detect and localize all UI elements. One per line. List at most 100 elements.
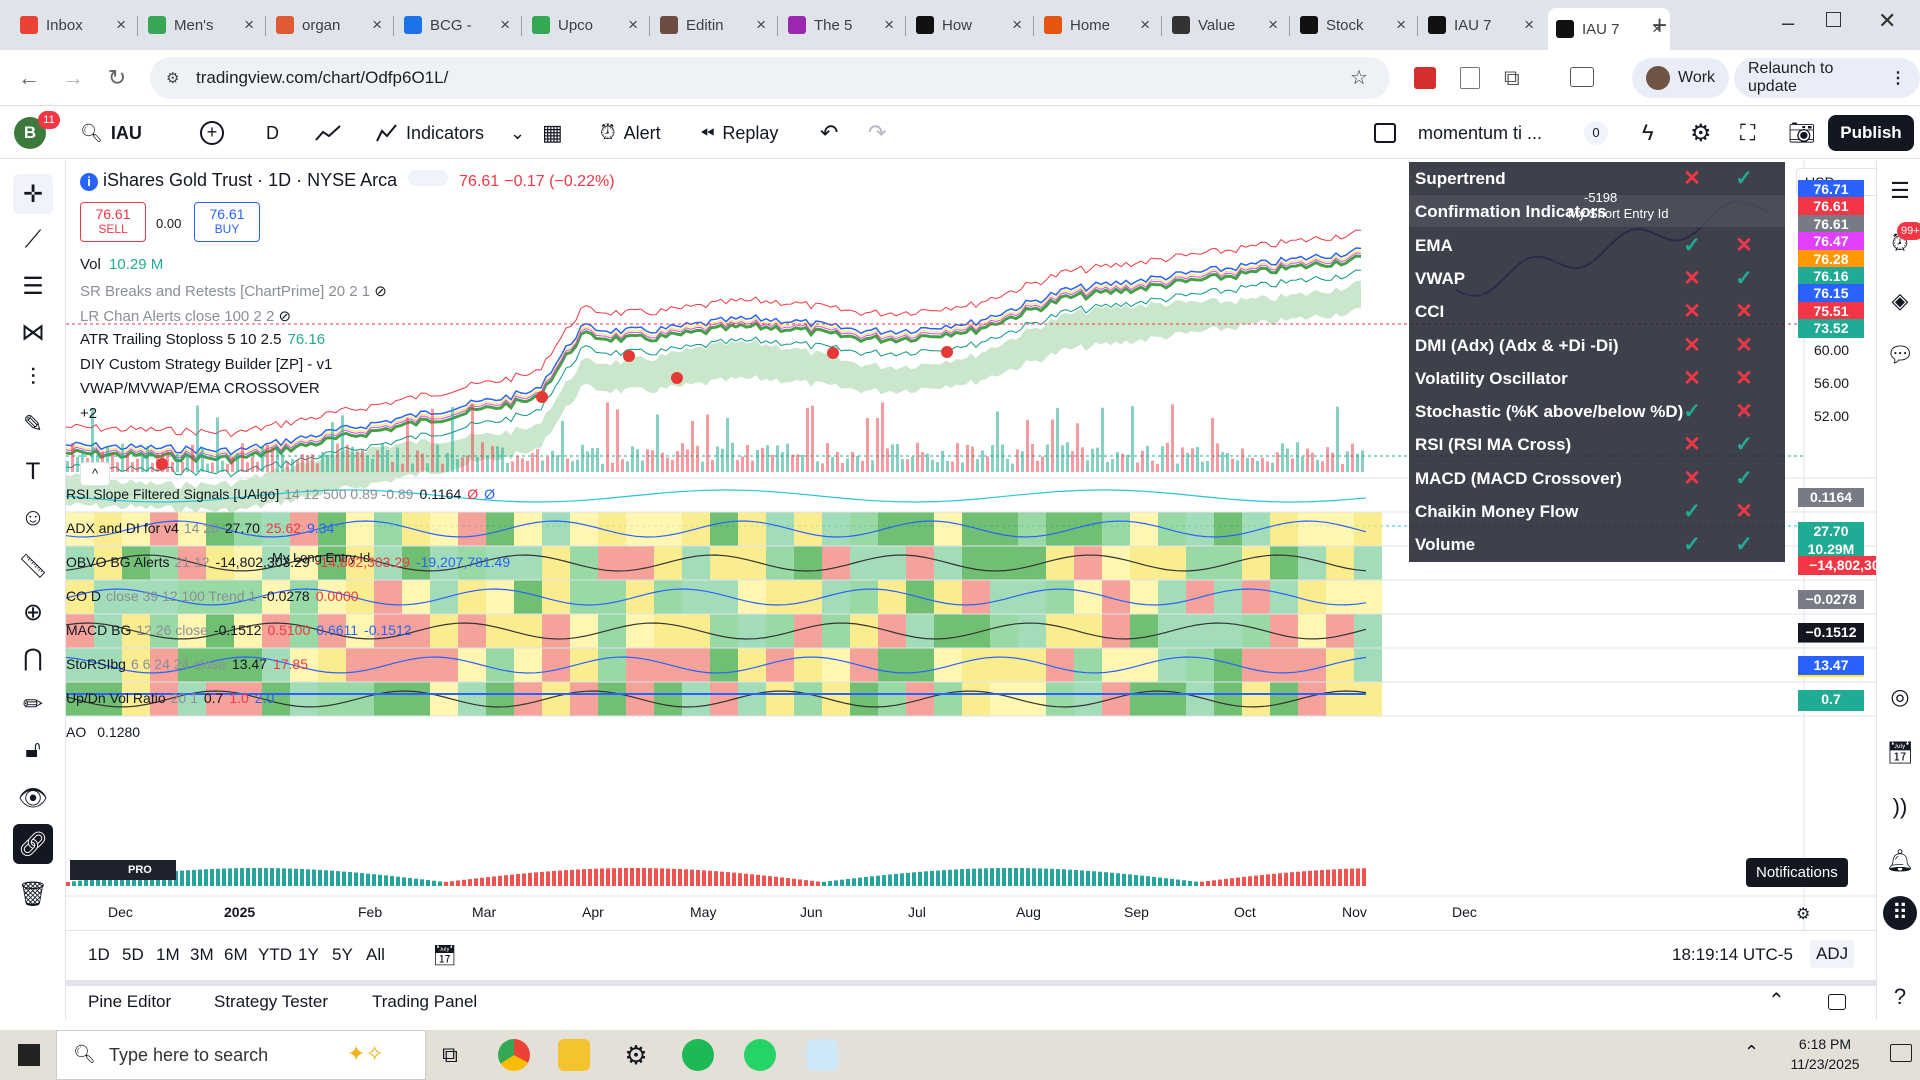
tab-close-icon[interactable]: × xyxy=(1652,19,1662,38)
tab-close-icon[interactable]: × xyxy=(372,15,382,34)
chart-area[interactable]: i iShares Gold Trust · 1D · NYSE Arca 76… xyxy=(66,160,1876,930)
link-icon[interactable]: 🔗︎ xyxy=(13,824,53,864)
spotify-icon[interactable] xyxy=(682,1039,714,1071)
replay-button[interactable]: ⏪︎ Replay xyxy=(700,107,778,159)
maximize-button[interactable] xyxy=(1826,12,1841,27)
stream-icon[interactable]: )) xyxy=(1892,794,1908,819)
notification-center-icon[interactable] xyxy=(1890,1044,1912,1062)
tab-close-icon[interactable]: × xyxy=(244,15,254,34)
indicator-legend-item[interactable]: DIY Custom Strategy Builder [ZP] - v1 xyxy=(80,356,338,373)
indicator-templates-chevron[interactable]: ⌄ xyxy=(510,107,525,159)
crosshair-icon[interactable]: ✛ xyxy=(13,174,53,214)
tab-close-icon[interactable]: × xyxy=(1268,15,1278,34)
sell-button[interactable]: 76.61 SELL xyxy=(80,202,146,242)
tab-close-icon[interactable]: × xyxy=(756,15,766,34)
adj-button[interactable]: ADJ xyxy=(1810,940,1855,968)
ruler-icon[interactable]: 📏︎ xyxy=(17,552,49,580)
undo-button[interactable]: ↶ xyxy=(820,107,838,159)
lock-icon[interactable]: 🔓︎ xyxy=(25,736,41,763)
site-settings-icon[interactable]: ⚙ xyxy=(166,70,180,87)
whatsapp-icon[interactable] xyxy=(744,1039,776,1071)
symbol-legend[interactable]: i iShares Gold Trust · 1D · NYSE Arca 76… xyxy=(80,170,615,191)
layouts-grid-button[interactable]: ▦ xyxy=(542,107,563,159)
go-to-date-icon[interactable]: 📅︎ xyxy=(432,945,458,967)
forecast-icon[interactable]: ⫶ xyxy=(30,364,36,391)
axis-settings-icon[interactable]: ⚙ xyxy=(1796,906,1811,923)
tab-close-icon[interactable]: × xyxy=(884,15,894,34)
indicators-button[interactable]: Indicators xyxy=(376,107,484,159)
close-window-button[interactable]: ✕ xyxy=(1878,8,1897,33)
fullscreen-button[interactable]: ⛶ xyxy=(1740,107,1755,159)
pane-legend[interactable]: Up/Dn Vol Ratio 20 1 0.7 1.0 2.0 xyxy=(66,690,274,706)
pane-legend[interactable]: RSI Slope Filtered Signals [UAlgo] 14 12 … xyxy=(66,486,495,502)
range-button[interactable]: 6M xyxy=(224,945,248,964)
address-bar[interactable]: ⚙ tradingview.com/chart/Odfp6O1L/ ☆ xyxy=(150,57,1390,99)
trash-icon[interactable]: 🗑︎ xyxy=(17,880,49,908)
tray-chevron-icon[interactable]: ⌃ xyxy=(1744,1042,1760,1062)
browser-tab[interactable]: Value × xyxy=(1164,8,1286,42)
compare-symbol-button[interactable]: + xyxy=(200,107,224,159)
tab-close-icon[interactable]: × xyxy=(1012,15,1022,34)
pane-legend[interactable]: MACD BG 12 26 close -0.1512 0.5100 0.6611 -0.… xyxy=(66,622,412,638)
indicator-legend-item[interactable]: LR Chan Alerts close 100 2 2 ⊘ xyxy=(80,307,297,325)
publish-button[interactable]: Publish xyxy=(1828,115,1914,151)
trendline-icon[interactable]: ⟋ xyxy=(24,226,42,253)
paint-icon[interactable] xyxy=(806,1039,838,1071)
chart-canvas[interactable] xyxy=(66,160,1876,930)
chart-type-button[interactable] xyxy=(314,107,342,159)
task-view-icon[interactable]: ⧉ xyxy=(442,1042,458,1067)
settings-button[interactable]: ⚙ xyxy=(1690,107,1712,159)
volume-legend[interactable]: Vol 10.29 M xyxy=(80,256,163,273)
range-button[interactable]: 5Y xyxy=(332,945,353,964)
tab-close-icon[interactable]: × xyxy=(1396,15,1406,34)
pane-legend[interactable]: AO 0.1280 xyxy=(66,724,140,740)
layers-icon[interactable]: ◈ xyxy=(1891,288,1909,313)
browser-tab[interactable]: Stock × xyxy=(1292,8,1414,42)
back-icon[interactable]: ← xyxy=(18,65,40,90)
tab-close-icon[interactable]: × xyxy=(1140,15,1150,34)
range-button[interactable]: 1M xyxy=(156,945,180,964)
indicator-legend-item[interactable]: +2 xyxy=(80,405,103,422)
file-explorer-icon[interactable] xyxy=(558,1039,590,1071)
tab-close-icon[interactable]: × xyxy=(116,15,126,34)
extension-icon[interactable] xyxy=(1414,67,1436,89)
brush-icon[interactable]: ✎ xyxy=(22,410,44,438)
symbol-search[interactable]: 🔍︎ IAU xyxy=(80,107,142,159)
minimize-button[interactable]: – xyxy=(1782,10,1795,35)
redo-button[interactable]: ↷ xyxy=(868,107,886,159)
browser-tab[interactable]: organ × xyxy=(268,8,390,42)
reload-icon[interactable]: ↻ xyxy=(107,65,127,90)
windows-start-icon[interactable] xyxy=(18,1044,40,1066)
puzzle-icon[interactable]: ⧉ xyxy=(1504,65,1520,90)
browser-tab[interactable]: Men's × xyxy=(140,8,262,42)
browser-tab[interactable]: Inbox × xyxy=(12,8,134,42)
range-button[interactable]: 1D xyxy=(88,945,110,964)
tab-close-icon[interactable]: × xyxy=(1524,15,1534,34)
relaunch-button[interactable]: Relaunch to update ⋮ xyxy=(1734,58,1920,98)
notifications-bell-icon[interactable]: 🔔︎ xyxy=(1886,848,1914,873)
indicator-legend-item[interactable]: SR Breaks and Retests [ChartPrime] 20 2 … xyxy=(80,282,393,300)
forward-icon[interactable]: → xyxy=(62,65,84,90)
apps-grid-icon[interactable]: ⠿ xyxy=(1883,896,1917,930)
pattern-icon[interactable]: ⋈ xyxy=(21,318,45,346)
tab-close-icon[interactable]: × xyxy=(628,15,638,34)
browser-tab[interactable]: IAU 7 × xyxy=(1420,8,1542,42)
target-icon[interactable]: ◎ xyxy=(1890,684,1910,709)
help-icon[interactable]: ? xyxy=(1893,984,1907,1009)
browser-tab[interactable]: Upco × xyxy=(524,8,646,42)
eye-off-icon[interactable]: ⊘ xyxy=(274,307,292,325)
chat-icon[interactable]: 💬︎ xyxy=(1886,342,1914,367)
range-button[interactable]: All xyxy=(366,945,385,964)
bookmark-star-icon[interactable]: ☆ xyxy=(1350,67,1368,89)
fib-retracement-icon[interactable]: ☰ xyxy=(22,272,44,300)
collapse-legend-button[interactable]: ^ xyxy=(80,462,110,486)
chrome-icon[interactable] xyxy=(498,1039,530,1071)
pane-legend[interactable]: StoRSIbg 6 6 24 24 close 13.47 17.85 xyxy=(66,656,308,672)
browser-tab[interactable]: Editin × xyxy=(652,8,774,42)
browser-tab[interactable]: How × xyxy=(908,8,1030,42)
new-tab-button[interactable]: + xyxy=(1652,10,1668,40)
indicator-legend-item[interactable]: ATR Trailing Stoploss 5 10 2.5 76.16 xyxy=(80,331,325,348)
layout-menu[interactable]: momentum ti ... xyxy=(1374,107,1542,159)
range-button[interactable]: 5D xyxy=(122,945,144,964)
emoji-icon[interactable]: ☺ xyxy=(20,504,46,531)
